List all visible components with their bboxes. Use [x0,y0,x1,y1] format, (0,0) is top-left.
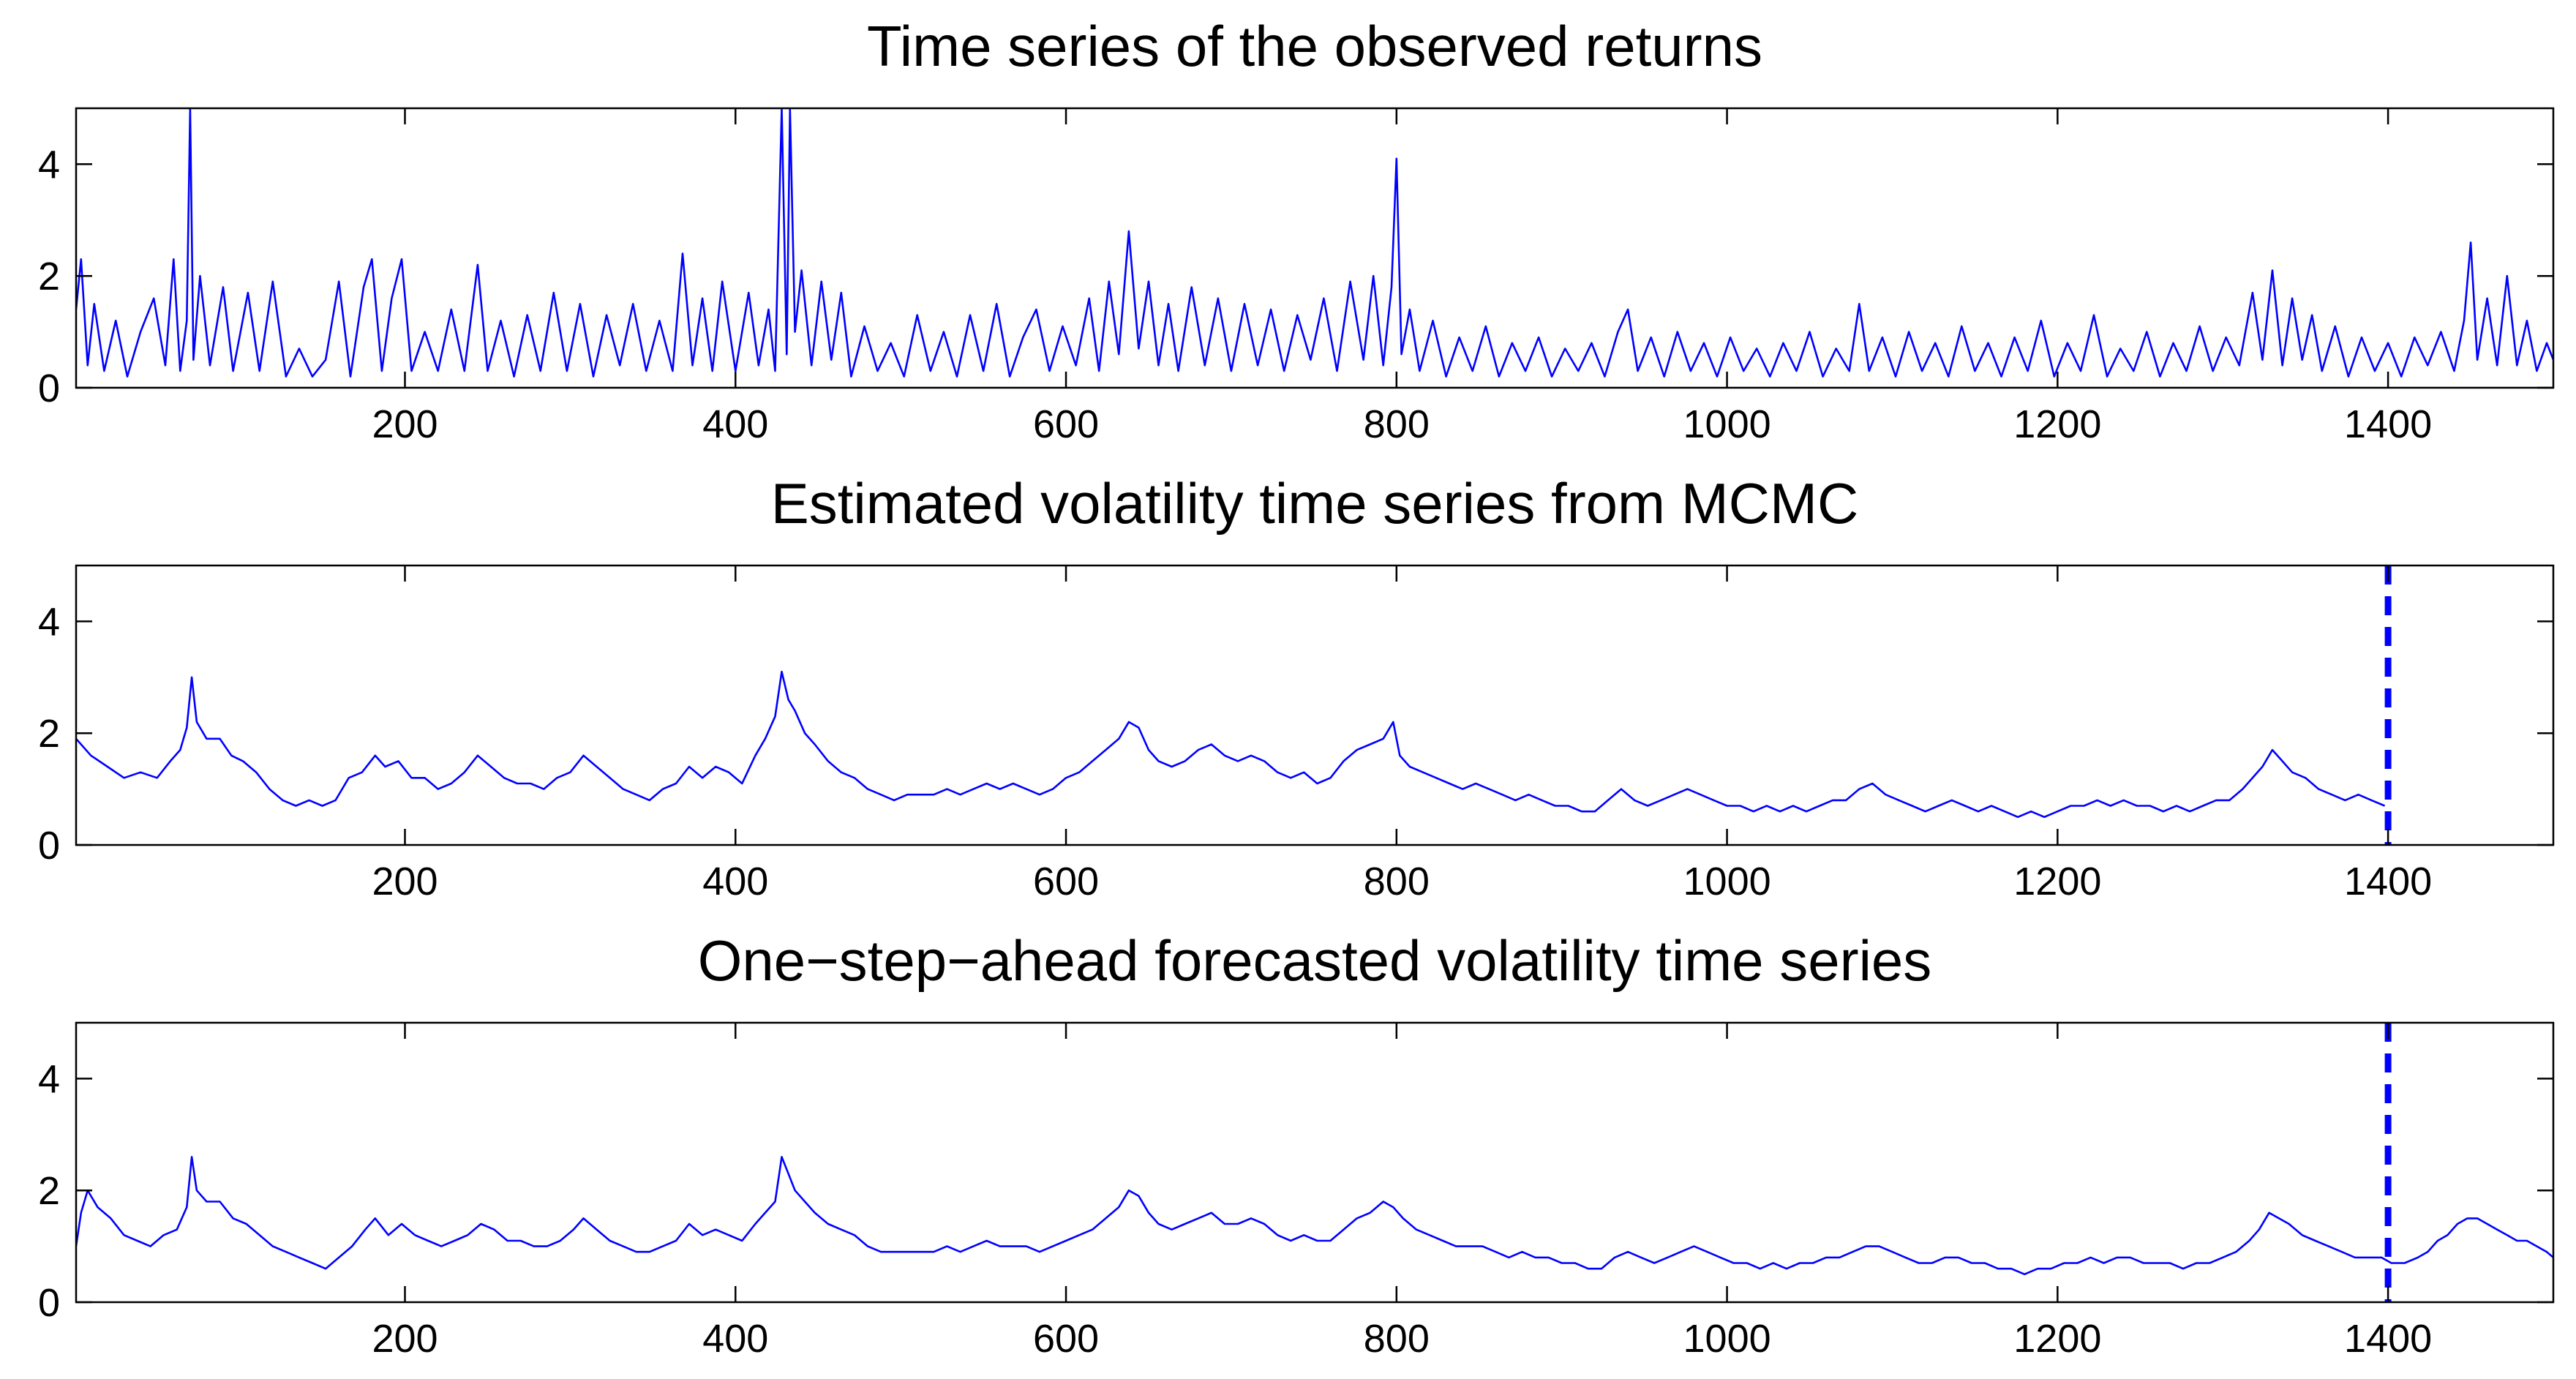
x-tick-label: 800 [1364,402,1430,446]
x-tick-label: 1000 [1683,860,1771,903]
y-tick-label: 2 [38,255,60,298]
series-line [76,108,2553,378]
panel-forecasted-volatility: One−step−ahead forecasted volatility tim… [38,928,2555,1361]
panel-observed-returns: Time series of the observed returns 200 4… [38,14,2555,446]
x-tick-label: 1200 [2013,860,2101,903]
x-tick-label: 200 [372,402,438,446]
x-tick-label: 600 [1033,402,1099,446]
y-tick-label: 0 [38,824,60,868]
panel-title: One−step−ahead forecasted volatility tim… [698,928,1932,993]
plot-area: 200 400 600 800 1000 1200 1400 0 2 4 [38,1021,2555,1361]
x-tick-label: 400 [702,402,768,446]
panel-title: Estimated volatility time series from MC… [771,471,1859,536]
x-tick-label: 1000 [1683,1317,1771,1361]
x-tick-label: 1400 [2344,402,2432,446]
y-tick-label: 4 [38,1057,60,1101]
panel-estimated-volatility: Estimated volatility time series from MC… [38,471,2555,903]
series-line [76,1156,2553,1276]
x-tick-label: 400 [702,1317,768,1361]
y-tick-label: 4 [38,143,60,187]
x-tick-label: 600 [1033,860,1099,903]
plot-area: 200 400 600 800 1000 1200 1400 0 2 4 [38,107,2555,446]
x-tick-label: 200 [372,860,438,903]
y-tick-label: 4 [38,600,60,644]
axes-frame [75,564,2555,846]
axes-frame [75,107,2555,389]
y-tick-label: 2 [38,712,60,756]
x-tick-label: 600 [1033,1317,1099,1361]
x-tick-label: 800 [1364,1317,1430,1361]
y-tick-label: 0 [38,367,60,410]
x-tick-label: 1200 [2013,1317,2101,1361]
panel-title: Time series of the observed returns [867,14,1762,78]
x-tick-label: 200 [372,1317,438,1361]
x-tick-label: 1000 [1683,402,1771,446]
y-tick-label: 0 [38,1281,60,1325]
x-tick-label: 400 [702,860,768,903]
axes-frame [75,1021,2555,1304]
x-tick-label: 1200 [2013,402,2101,446]
series-line [76,670,2386,819]
x-tick-label: 1400 [2344,1317,2432,1361]
x-tick-label: 800 [1364,860,1430,903]
y-tick-label: 2 [38,1169,60,1213]
x-tick-label: 1400 [2344,860,2432,903]
plot-area: 200 400 600 800 1000 1200 1400 0 2 4 [38,564,2555,903]
